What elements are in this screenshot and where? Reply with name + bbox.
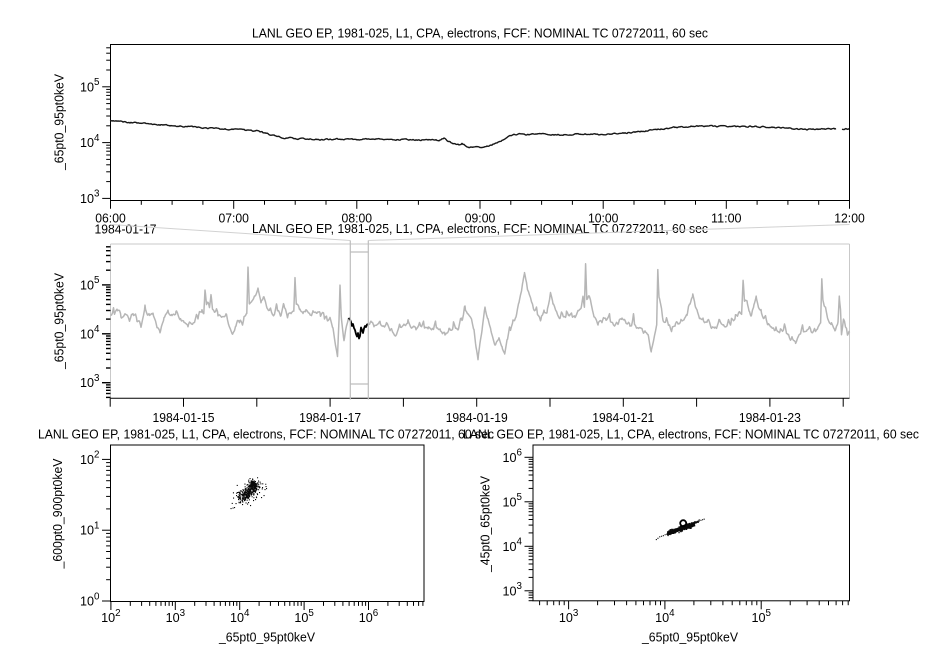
svg-text:102: 102	[101, 608, 120, 625]
svg-text:103: 103	[166, 608, 186, 625]
svg-text:_65pt0_95pt0keV: _65pt0_95pt0keV	[218, 631, 316, 645]
svg-text:104: 104	[80, 133, 100, 150]
svg-text:1984-01-15: 1984-01-15	[153, 411, 215, 425]
svg-text:102: 102	[80, 450, 99, 467]
svg-text:104: 104	[80, 324, 100, 341]
svg-text:06:00: 06:00	[95, 212, 126, 226]
svg-text:104: 104	[503, 537, 523, 554]
svg-text:1984-01-21: 1984-01-21	[592, 411, 654, 425]
svg-text:LANL GEO EP, 1981-025, L1, CPA: LANL GEO EP, 1981-025, L1, CPA, electron…	[252, 222, 708, 236]
svg-text:LANL GEO EP, 1981-025, L1, CPA: LANL GEO EP, 1981-025, L1, CPA, electron…	[38, 428, 494, 442]
svg-text:104: 104	[230, 608, 250, 625]
svg-text:_45pt0_65pt0keV: _45pt0_65pt0keV	[479, 475, 493, 573]
svg-text:LANL GEO EP, 1981-025, L1, CPA: LANL GEO EP, 1981-025, L1, CPA, electron…	[252, 27, 708, 41]
svg-text:1984-01-17: 1984-01-17	[299, 411, 361, 425]
svg-text:105: 105	[503, 492, 523, 509]
svg-text:100: 100	[80, 591, 100, 608]
svg-text:_65pt0_95pt0keV: _65pt0_95pt0keV	[641, 631, 739, 645]
svg-text:_600pt0_900pt0keV: _600pt0_900pt0keV	[51, 458, 65, 570]
svg-text:105: 105	[294, 608, 314, 625]
svg-text:105: 105	[80, 275, 100, 292]
svg-text:104: 104	[655, 608, 675, 625]
svg-text:103: 103	[80, 189, 100, 206]
svg-text:106: 106	[503, 448, 523, 465]
svg-text:103: 103	[80, 373, 100, 390]
svg-text:07:00: 07:00	[218, 212, 249, 226]
svg-text:101: 101	[80, 521, 99, 538]
svg-text:_65pt0_95pt0keV: _65pt0_95pt0keV	[53, 73, 67, 171]
svg-text:103: 103	[503, 581, 523, 598]
svg-text:106: 106	[359, 608, 379, 625]
svg-text:105: 105	[80, 77, 100, 94]
svg-text:1984-01-17: 1984-01-17	[95, 223, 157, 237]
svg-text:12:00: 12:00	[834, 212, 865, 226]
svg-text:1984-01-23: 1984-01-23	[739, 411, 801, 425]
svg-text:09:00: 09:00	[465, 212, 496, 226]
svg-text:_65pt0_95pt0keV: _65pt0_95pt0keV	[53, 272, 67, 370]
svg-text:1984-01-19: 1984-01-19	[446, 411, 508, 425]
svg-text:103: 103	[559, 608, 579, 625]
svg-text:11:00: 11:00	[711, 212, 742, 226]
svg-text:LANL GEO EP, 1981-025, L1, CPA: LANL GEO EP, 1981-025, L1, CPA, electron…	[463, 428, 919, 442]
svg-text:10:00: 10:00	[588, 212, 619, 226]
svg-text:105: 105	[751, 608, 771, 625]
svg-text:08:00: 08:00	[342, 212, 373, 226]
